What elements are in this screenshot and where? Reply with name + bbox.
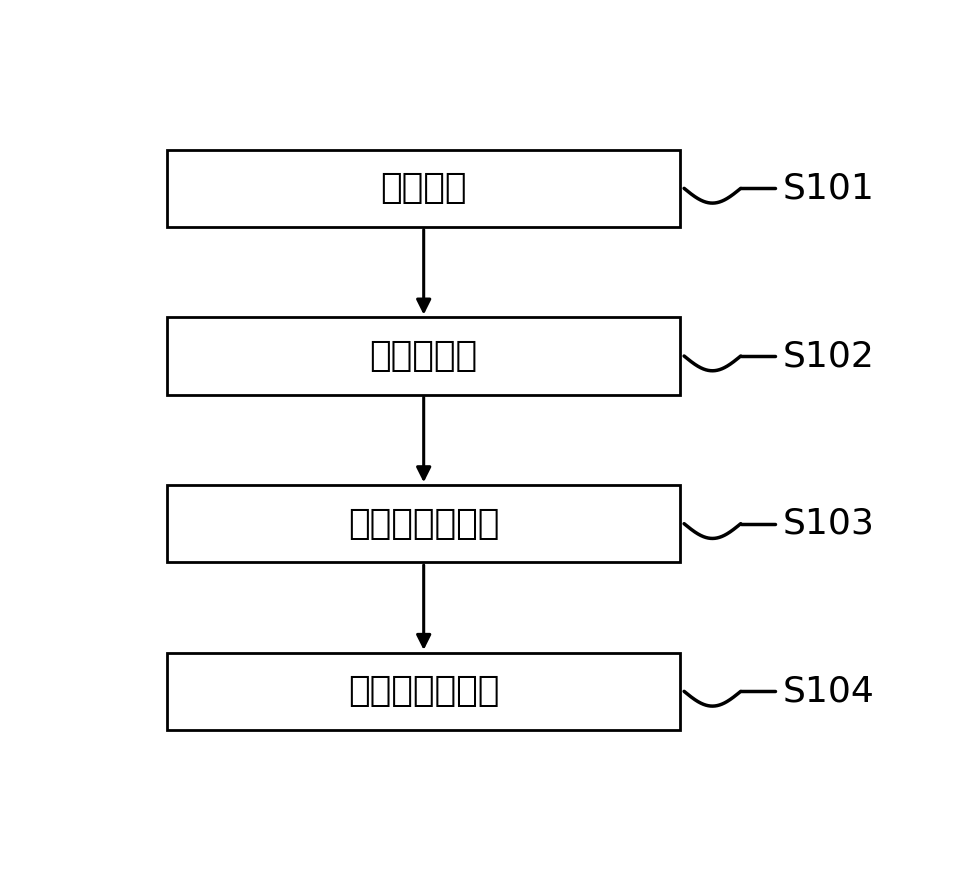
Text: 形成遮光层: 形成遮光层 bbox=[369, 339, 478, 373]
Text: S101: S101 bbox=[782, 172, 874, 206]
Text: S102: S102 bbox=[782, 339, 874, 373]
Text: 提供基板: 提供基板 bbox=[381, 172, 467, 206]
Bar bbox=[168, 652, 680, 730]
Text: 形成第一缓冲层: 形成第一缓冲层 bbox=[348, 507, 500, 541]
Bar bbox=[168, 150, 680, 227]
Text: 形成第二缓冲层: 形成第二缓冲层 bbox=[348, 674, 500, 708]
Text: S103: S103 bbox=[782, 507, 874, 541]
Bar bbox=[168, 485, 680, 563]
Text: S104: S104 bbox=[782, 674, 874, 708]
Bar bbox=[168, 317, 680, 395]
